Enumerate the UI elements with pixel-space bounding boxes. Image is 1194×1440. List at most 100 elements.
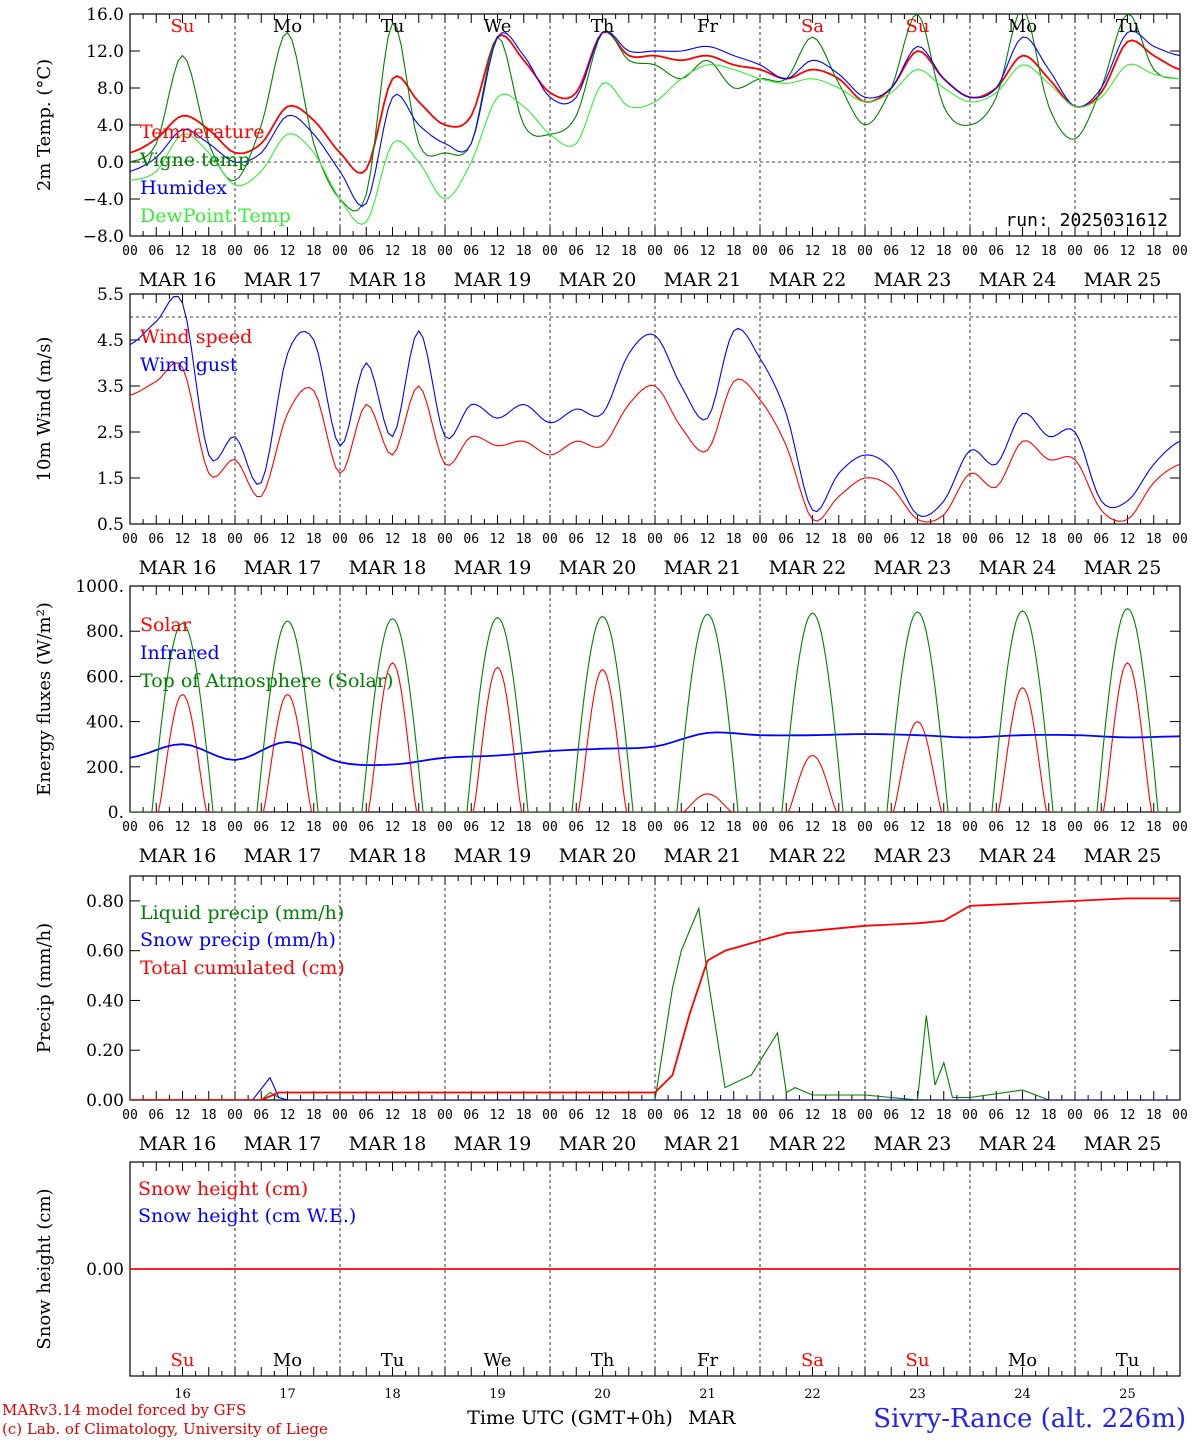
hour-label: 06 bbox=[1093, 820, 1109, 835]
day-date-label: MAR 20 bbox=[559, 845, 637, 867]
hour-label: 12 bbox=[385, 820, 401, 835]
y-axis-label: 2m Temp. (°C) bbox=[34, 59, 55, 191]
hour-label: 12 bbox=[490, 532, 506, 547]
hour-label: 12 bbox=[1015, 532, 1031, 547]
hour-label: 00 bbox=[122, 1108, 138, 1123]
station-label: Sivry-Rance (alt. 226m) bbox=[873, 1404, 1186, 1434]
hour-label: 06 bbox=[358, 244, 374, 259]
day-date-label: MAR 17 bbox=[244, 1133, 322, 1155]
hour-label: 06 bbox=[778, 1108, 794, 1123]
y-axis-label: Precip (mm/h) bbox=[34, 923, 55, 1053]
hour-label: 06 bbox=[778, 820, 794, 835]
hour-label: 12 bbox=[280, 244, 296, 259]
day-date-label: MAR 21 bbox=[664, 269, 742, 291]
hour-label: 12 bbox=[1120, 1108, 1136, 1123]
hour-label: 00 bbox=[857, 532, 873, 547]
hour-label: 00 bbox=[647, 820, 663, 835]
hour-label: 18 bbox=[306, 244, 322, 259]
hour-label: 06 bbox=[1093, 244, 1109, 259]
hour-label: 12 bbox=[280, 532, 296, 547]
series-line-snow-precip-mm-h- bbox=[130, 1076, 1180, 1100]
day-date-label: MAR 22 bbox=[769, 557, 847, 579]
hour-label: 18 bbox=[1146, 244, 1162, 259]
day-date-label: MAR 22 bbox=[769, 845, 847, 867]
day-date-label: MAR 24 bbox=[979, 845, 1057, 867]
hour-label: 18 bbox=[1041, 532, 1057, 547]
y-tick-label: 200. bbox=[86, 758, 124, 778]
hour-label: 00 bbox=[1172, 820, 1188, 835]
day-date-label: MAR 22 bbox=[769, 269, 847, 291]
hour-label: 12 bbox=[910, 532, 926, 547]
y-tick-label: 8.0 bbox=[97, 79, 124, 99]
hour-label: 06 bbox=[883, 532, 899, 547]
hour-label: 18 bbox=[516, 244, 532, 259]
day-date-label: MAR 18 bbox=[349, 845, 427, 867]
hour-label: 00 bbox=[542, 820, 558, 835]
legend-entry: Wind speed bbox=[140, 326, 252, 348]
footer-model: MARv3.14 model forced by GFS bbox=[2, 1401, 246, 1419]
hour-label: 12 bbox=[700, 1108, 716, 1123]
y-tick-label: 1000. bbox=[75, 577, 124, 597]
day-date-label: MAR 19 bbox=[454, 845, 532, 867]
y-tick-label: 16.0 bbox=[86, 5, 124, 25]
hour-label: 18 bbox=[1041, 1108, 1057, 1123]
hour-label: 18 bbox=[201, 1108, 217, 1123]
hour-label: 18 bbox=[936, 820, 952, 835]
hour-label: 06 bbox=[988, 1108, 1004, 1123]
hour-label: 18 bbox=[831, 820, 847, 835]
hour-label: 18 bbox=[726, 1108, 742, 1123]
legend-entry: Infrared bbox=[140, 642, 220, 664]
day-abbr-top: Mo bbox=[1008, 16, 1037, 37]
hour-label: 00 bbox=[1067, 1108, 1083, 1123]
hour-label: 00 bbox=[332, 244, 348, 259]
hour-label: 12 bbox=[805, 532, 821, 547]
hour-label: 12 bbox=[1120, 532, 1136, 547]
day-number: 25 bbox=[1119, 1387, 1136, 1402]
day-abbr-bottom: Mo bbox=[273, 1350, 302, 1371]
day-abbr-bottom: Su bbox=[906, 1350, 930, 1371]
hour-label: 00 bbox=[647, 532, 663, 547]
hour-label: 06 bbox=[148, 244, 164, 259]
hour-label: 06 bbox=[358, 1108, 374, 1123]
hour-label: 06 bbox=[778, 532, 794, 547]
hour-label: 06 bbox=[253, 244, 269, 259]
hour-label: 00 bbox=[857, 820, 873, 835]
hour-label: 12 bbox=[1120, 820, 1136, 835]
series-line-infrared bbox=[130, 731, 1180, 766]
y-tick-label: 5.5 bbox=[97, 285, 124, 305]
hour-label: 06 bbox=[673, 1108, 689, 1123]
hour-label: 06 bbox=[673, 532, 689, 547]
day-number: 19 bbox=[489, 1387, 506, 1402]
y-axis-label: Energy fluxes (W/m²) bbox=[34, 602, 55, 796]
y-tick-label: 1.5 bbox=[97, 469, 124, 489]
hour-label: 12 bbox=[280, 1108, 296, 1123]
y-tick-label: 800. bbox=[86, 622, 124, 642]
hour-label: 18 bbox=[1146, 1108, 1162, 1123]
day-date-label: MAR 23 bbox=[874, 1133, 952, 1155]
hour-label: 00 bbox=[1172, 532, 1188, 547]
day-number: 17 bbox=[279, 1387, 296, 1402]
hour-label: 06 bbox=[358, 820, 374, 835]
hour-label: 00 bbox=[857, 244, 873, 259]
hour-label: 12 bbox=[1120, 244, 1136, 259]
hour-label: 18 bbox=[411, 244, 427, 259]
day-number: 22 bbox=[804, 1387, 821, 1402]
day-abbr-top: Sa bbox=[801, 16, 824, 37]
hour-label: 00 bbox=[1067, 532, 1083, 547]
day-date-label: MAR 21 bbox=[664, 557, 742, 579]
y-tick-label: 400. bbox=[86, 713, 124, 733]
hour-label: 06 bbox=[568, 532, 584, 547]
hour-label: 12 bbox=[280, 820, 296, 835]
hour-label: 18 bbox=[411, 532, 427, 547]
day-number: 16 bbox=[174, 1387, 191, 1402]
hour-label: 06 bbox=[148, 820, 164, 835]
hour-label: 00 bbox=[752, 244, 768, 259]
y-tick-label: 0.00 bbox=[86, 1260, 124, 1280]
legend-entry: Snow height (cm W.E.) bbox=[138, 1205, 356, 1227]
hour-label: 06 bbox=[673, 820, 689, 835]
day-date-label: MAR 16 bbox=[139, 557, 217, 579]
day-abbr-bottom: Tu bbox=[381, 1350, 405, 1371]
hour-label: 00 bbox=[542, 532, 558, 547]
hour-label: 00 bbox=[227, 1108, 243, 1123]
hour-label: 00 bbox=[227, 244, 243, 259]
